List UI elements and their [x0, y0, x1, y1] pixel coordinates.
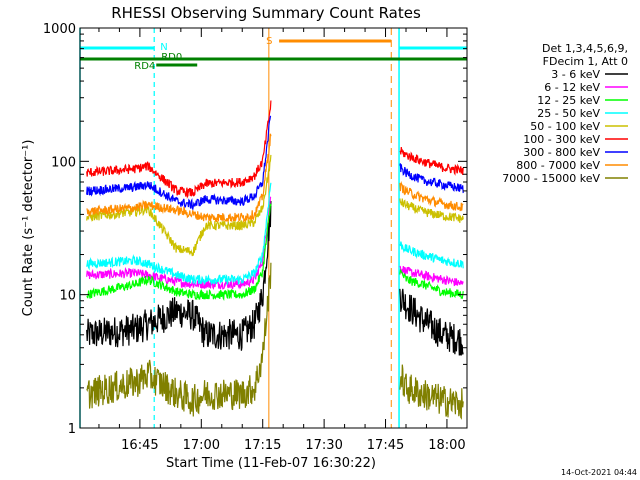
series-line [86, 203, 272, 302]
legend-header: FDecim 1, Att 0 [543, 55, 628, 68]
legend-label: 800 - 7000 keV [516, 159, 600, 172]
legend-label: 50 - 100 keV [530, 120, 600, 133]
data-layer [86, 100, 464, 420]
series-line [86, 133, 272, 223]
rd0-label: RD0 [161, 52, 182, 63]
series-line [399, 265, 464, 287]
series-line [399, 364, 464, 420]
legend-label: 6 - 12 keV [544, 81, 600, 94]
y-tick-label: 100 [51, 155, 76, 170]
timestamp: 14-Oct-2021 04:44 [561, 468, 637, 477]
y-tick-label: 10 [59, 289, 76, 304]
series-line [399, 269, 464, 300]
y-tick-label: 1000 [43, 22, 76, 37]
series-line [399, 180, 464, 212]
series-line [86, 200, 272, 351]
legend-label: 100 - 300 keV [523, 133, 600, 146]
plot-frame [79, 27, 468, 429]
saa-label: S [266, 36, 272, 47]
series-line [86, 182, 272, 286]
x-tick-label: 18:00 [428, 438, 465, 453]
x-tick-label: 16:45 [121, 438, 158, 453]
series-line [399, 198, 464, 223]
legend-header: Det 1,3,4,5,6,9, [542, 42, 628, 55]
x-tick-label: 17:00 [183, 438, 220, 453]
legend-label: 25 - 50 keV [537, 107, 600, 120]
series-line [399, 147, 464, 176]
y-axis-label: Count Rate (s⁻¹ detector⁻¹) [21, 140, 36, 317]
series-line [86, 262, 272, 417]
series-line [86, 115, 272, 212]
y-tick-label: 1 [68, 422, 76, 437]
axis-layer: 1 10 100 1000 16:45 17:00 17:15 17:30 17:45 18:00 [43, 22, 468, 453]
series-line [86, 100, 272, 199]
series-line [399, 288, 464, 356]
x-tick-label: 17:45 [367, 438, 404, 453]
legend-label: 12 - 25 keV [537, 94, 600, 107]
legend: Det 1,3,4,5,6,9,FDecim 1, Att 03 - 6 keV… [502, 42, 628, 185]
legend-label: 7000 - 15000 keV [502, 172, 600, 185]
series-line [399, 163, 464, 194]
annotation-layer: N S RD0 RD4 [79, 28, 468, 428]
legend-label: 3 - 6 keV [551, 68, 600, 81]
legend-label: 300 - 800 keV [523, 146, 600, 159]
series-line [86, 196, 272, 290]
series-line [399, 241, 464, 269]
rd4-label: RD4 [134, 61, 155, 72]
x-tick-label: 17:15 [244, 438, 281, 453]
series-line [86, 154, 272, 257]
x-tick-label: 17:30 [305, 438, 342, 453]
chart-title: RHESSI Observing Summary Count Rates [111, 4, 421, 22]
night-label: N [160, 42, 167, 53]
x-axis-label: Start Time (11-Feb-07 16:30:22) [166, 456, 376, 471]
